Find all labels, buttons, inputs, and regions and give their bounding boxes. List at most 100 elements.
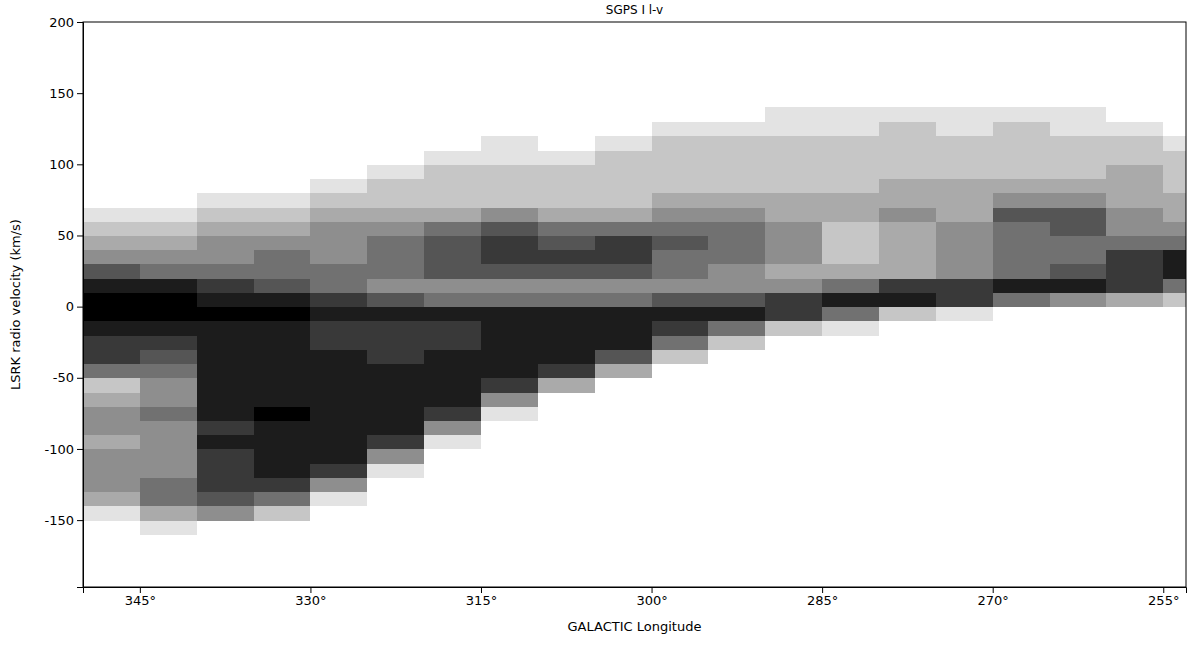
y-tick-label: -150: [44, 513, 74, 528]
heatmap-cell: [481, 307, 538, 322]
x-tick-label: 285°: [807, 593, 838, 608]
heatmap-cell: [83, 435, 140, 450]
heatmap-cell: [822, 364, 879, 379]
heatmap-cell: [879, 349, 936, 364]
heatmap-cell: [310, 150, 367, 165]
heatmap-cell: [197, 392, 254, 407]
heatmap-cell: [140, 136, 197, 151]
x-tick: 300°: [636, 587, 667, 608]
heatmap-cell: [254, 164, 311, 179]
x-tick-label: 330°: [295, 593, 326, 608]
heatmap-cell: [310, 235, 367, 250]
heatmap-cell: [652, 463, 709, 478]
heatmap-cell: [595, 307, 652, 322]
heatmap-cell: [652, 335, 709, 350]
heatmap-cell: [993, 335, 1050, 350]
heatmap-cell: [1050, 349, 1107, 364]
heatmap-cell: [1050, 463, 1107, 478]
y-tick: 200: [49, 15, 83, 30]
heatmap-cell: [310, 193, 367, 208]
heatmap-cell: [1050, 449, 1107, 464]
heatmap-cell: [1106, 150, 1163, 165]
heatmap-cell: [1050, 164, 1107, 179]
heatmap-cell: [993, 506, 1050, 521]
heatmap-cell: [481, 292, 538, 307]
heatmap-cell: [936, 492, 993, 507]
heatmap-cell: [481, 335, 538, 350]
heatmap-cell: [1163, 492, 1186, 507]
heatmap-cell: [197, 278, 254, 293]
heatmap-cell: [1163, 392, 1186, 407]
heatmap-cell: [595, 221, 652, 236]
heatmap-cell: [83, 292, 140, 307]
heatmap-cell: [822, 292, 879, 307]
heatmap-cell: [538, 278, 595, 293]
heatmap-cell: [879, 292, 936, 307]
heatmap-cell: [708, 179, 765, 194]
heatmap-cell: [708, 477, 765, 492]
y-tick: -150: [44, 513, 83, 528]
heatmap-cell: [310, 221, 367, 236]
heatmap-cell: [936, 235, 993, 250]
x-tick: 345°: [125, 587, 156, 608]
heatmap-cell: [993, 250, 1050, 265]
heatmap-cell: [765, 250, 822, 265]
heatmap-cell: [538, 207, 595, 222]
heatmap-cell: [310, 463, 367, 478]
heatmap-cell: [936, 321, 993, 336]
heatmap-cell: [1163, 107, 1186, 122]
heatmap-cell: [993, 321, 1050, 336]
x-tick-mark: [822, 587, 823, 593]
heatmap-cell: [140, 307, 197, 322]
heatmap-cell: [310, 250, 367, 265]
heatmap-cell: [254, 292, 311, 307]
heatmap-cell: [1106, 378, 1163, 393]
heatmap-cell: [83, 477, 140, 492]
heatmap-cell: [652, 278, 709, 293]
heatmap-cell: [1163, 179, 1186, 194]
heatmap-cell: [1106, 307, 1163, 322]
heatmap-cell: [367, 406, 424, 421]
heatmap-cell: [936, 392, 993, 407]
heatmap-cell: [140, 164, 197, 179]
heatmap-cell: [708, 449, 765, 464]
heatmap-cell: [197, 335, 254, 350]
heatmap-cell: [424, 292, 481, 307]
heatmap-cell: [708, 136, 765, 151]
heatmap-cell: [595, 321, 652, 336]
heatmap-cell: [652, 506, 709, 521]
heatmap-cell: [595, 193, 652, 208]
heatmap-cell: [879, 207, 936, 222]
heatmap-cell: [1163, 349, 1186, 364]
heatmap-cell: [936, 364, 993, 379]
heatmap-cell: [310, 477, 367, 492]
heatmap-cell: [1163, 321, 1186, 336]
heatmap-cell: [936, 463, 993, 478]
heatmap-cell: [140, 321, 197, 336]
heatmap-cell: [1050, 235, 1107, 250]
heatmap-cell: [310, 520, 367, 535]
heatmap-cell: [1163, 378, 1186, 393]
heatmap-cell: [140, 349, 197, 364]
heatmap-cell: [708, 107, 765, 122]
heatmap-cell: [254, 150, 311, 165]
heatmap-cell: [538, 307, 595, 322]
heatmap-cell: [822, 435, 879, 450]
heatmap-cell: [83, 122, 140, 137]
heatmap-cell: [424, 492, 481, 507]
heatmap-cell: [708, 463, 765, 478]
heatmap-cell: [310, 449, 367, 464]
x-axis-line: [84, 588, 1187, 594]
heatmap-cell: [481, 107, 538, 122]
heatmap-cell: [595, 435, 652, 450]
heatmap-cell: [140, 207, 197, 222]
heatmap-cell: [310, 364, 367, 379]
y-tick-mark: [77, 520, 83, 521]
heatmap-cell: [936, 292, 993, 307]
heatmap-cell: [822, 164, 879, 179]
heatmap-cell: [993, 477, 1050, 492]
heatmap-cell: [936, 179, 993, 194]
x-tick-mark: [140, 587, 141, 593]
heatmap-cell: [879, 335, 936, 350]
heatmap-cell: [1050, 506, 1107, 521]
